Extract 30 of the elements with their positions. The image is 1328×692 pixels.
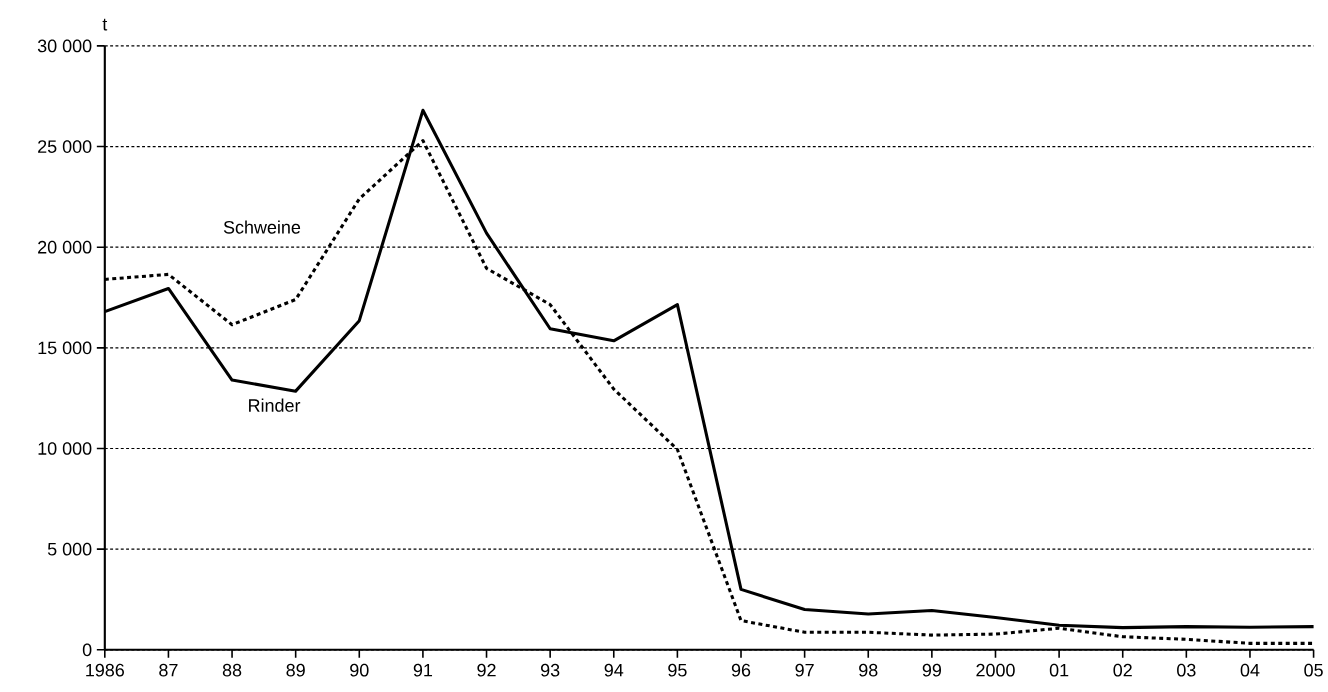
y-tick-label: 5 000 (47, 542, 92, 556)
series-label: Schweine (223, 220, 301, 234)
x-tick-label: 05 (1304, 663, 1323, 677)
x-tick-label: 87 (159, 663, 178, 677)
y-tick-label: 0 (82, 643, 92, 657)
x-tick-label: 97 (795, 663, 814, 677)
x-tick-label: 95 (668, 663, 687, 677)
y-tick-label: 30 000 (37, 39, 92, 53)
x-tick-label: 89 (286, 663, 305, 677)
x-tick-label: 01 (1049, 663, 1069, 677)
series-label: Rinder (249, 398, 301, 412)
x-tick-label: 91 (413, 663, 433, 677)
x-tick-label: 2000 (976, 663, 1015, 677)
x-tick-label: 98 (859, 663, 878, 677)
x-tick-label: 99 (922, 663, 942, 677)
x-tick-label: 04 (1240, 663, 1260, 677)
x-tick-label: 90 (350, 663, 369, 677)
y-tick-label: 10 000 (38, 442, 92, 455)
x-tick-label: 96 (731, 663, 751, 677)
y-tick-label: 25 000 (38, 140, 92, 154)
y-axis-title: t (102, 18, 108, 31)
x-tick-label: 92 (477, 663, 496, 677)
x-tick-label: 1986 (86, 663, 124, 677)
y-tick-label: 15 000 (38, 341, 92, 355)
x-tick-label: 03 (1177, 663, 1196, 677)
x-tick-label: 02 (1113, 663, 1132, 677)
x-tick-label: 93 (540, 663, 560, 677)
x-tick-label: 94 (604, 663, 624, 677)
x-tick-label: 88 (222, 663, 242, 677)
y-tick-label: 20 000 (38, 240, 92, 254)
